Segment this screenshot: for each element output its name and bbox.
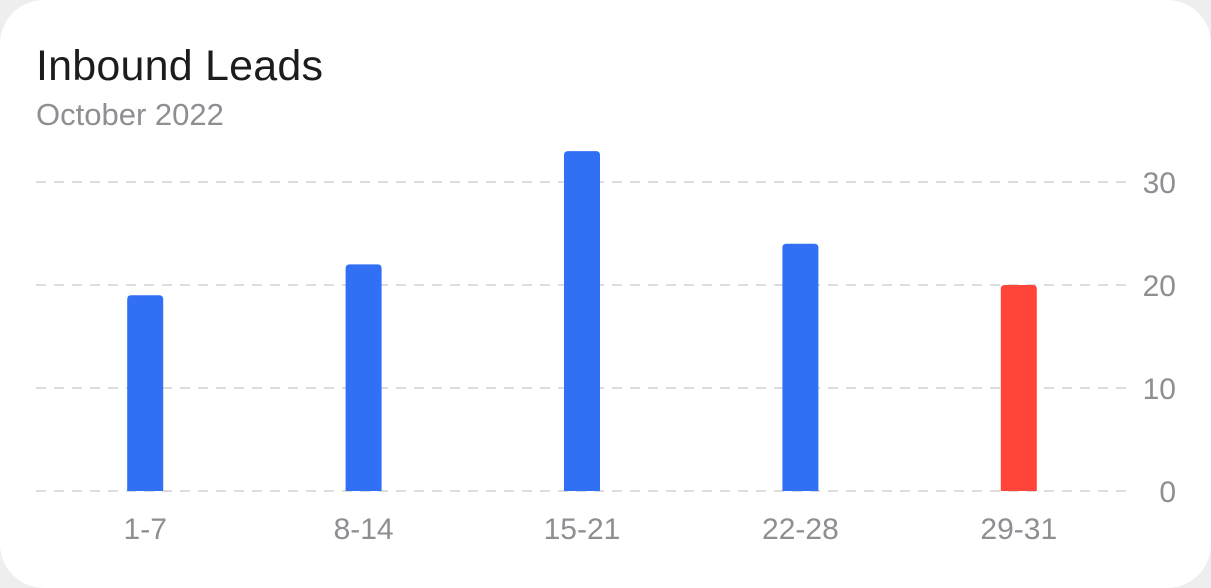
x-tick-label: 15-21 — [544, 513, 621, 546]
chart-subtitle: October 2022 — [36, 97, 224, 132]
y-tick-labels: 0 10 20 30 — [1143, 167, 1176, 509]
bar-22-28[interactable] — [782, 243, 819, 491]
bar-15-21[interactable] — [564, 151, 600, 491]
y-tick-label: 20 — [1143, 270, 1176, 303]
x-tick-label: 29-31 — [980, 513, 1057, 546]
y-tick-label: 30 — [1143, 167, 1176, 200]
bar-8-14[interactable] — [345, 264, 382, 491]
bars — [127, 151, 1037, 491]
bar-1-7[interactable] — [127, 295, 164, 491]
chart-title: Inbound Leads — [36, 42, 324, 90]
x-tick-label: 8-14 — [334, 513, 394, 546]
x-tick-label: 1-7 — [124, 513, 167, 546]
x-tick-label: 22-28 — [762, 513, 839, 546]
bar-29-31[interactable] — [1000, 285, 1037, 491]
x-tick-labels: 1-7 8-14 15-21 22-28 29-31 — [124, 513, 1058, 546]
y-tick-label: 10 — [1143, 373, 1176, 406]
y-tick-label: 0 — [1159, 476, 1176, 509]
